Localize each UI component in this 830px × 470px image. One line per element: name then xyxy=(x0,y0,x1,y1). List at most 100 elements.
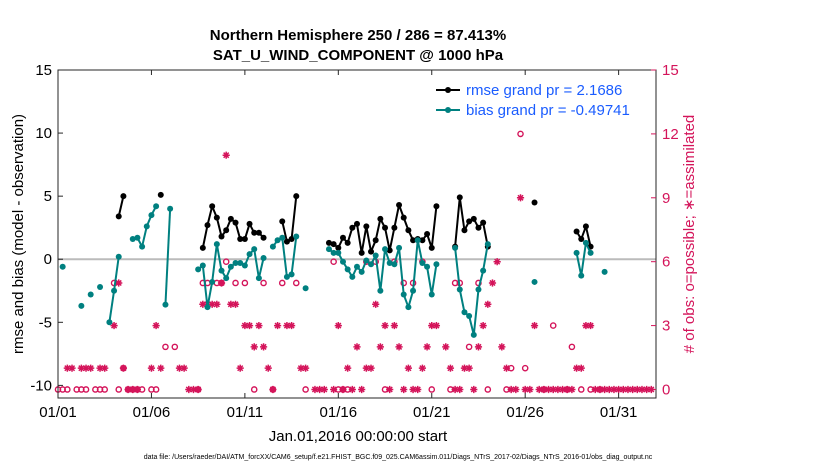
bias-line xyxy=(454,243,489,336)
bias-point xyxy=(372,252,379,259)
obs-assimilated-point xyxy=(629,385,637,394)
rmse-point xyxy=(386,247,393,254)
bias-point xyxy=(354,263,360,270)
obs-assimilated-point xyxy=(591,385,599,394)
obs-possible-point xyxy=(278,279,286,287)
x-tick-label: 01/01 xyxy=(39,404,77,421)
bias-point xyxy=(213,241,220,248)
bias-point xyxy=(279,234,286,241)
data-file-note: data file: /Users/raeder/DAI/ATM_forcXX/… xyxy=(144,454,653,461)
bias-point xyxy=(433,261,440,268)
y2-tick-label: 3 xyxy=(662,318,670,335)
obs-possible-point xyxy=(162,343,169,351)
rmse-point xyxy=(246,220,253,227)
obs-assimilated-point xyxy=(558,385,567,394)
obs-assimilated-point xyxy=(442,343,450,351)
obs-assimilated-point xyxy=(409,385,417,394)
obs-possible-point xyxy=(260,279,267,287)
obs-possible-point xyxy=(232,279,239,287)
bias-point xyxy=(251,246,258,253)
bias-point xyxy=(587,249,594,256)
bias-point xyxy=(428,291,435,298)
obs-assimilated-point xyxy=(217,279,226,287)
x-tick-label: 01/21 xyxy=(413,404,451,421)
bias-point xyxy=(391,261,398,268)
obs-assimilated-point xyxy=(521,385,529,394)
obs-assimilated-point xyxy=(194,385,202,394)
obs-possible-point xyxy=(428,386,436,393)
obs-assimilated-point xyxy=(619,385,627,394)
obs-assimilated-point xyxy=(110,321,118,330)
bias-point xyxy=(302,285,309,292)
obs-assimilated-point xyxy=(250,343,258,351)
rmse-point xyxy=(339,234,346,241)
obs-assimilated-point xyxy=(498,343,506,351)
obs-assimilated-point xyxy=(287,321,296,330)
bias-point xyxy=(344,266,351,273)
obs-possible-point xyxy=(241,279,249,287)
obs-assimilated-point xyxy=(189,385,198,394)
bias-point xyxy=(260,254,267,261)
bias-point xyxy=(335,249,342,256)
obs-assimilated-point xyxy=(199,300,207,308)
obs-assimilated-point xyxy=(283,321,291,330)
rmse-line xyxy=(575,225,592,247)
rmse-point xyxy=(293,193,300,200)
ticks-layer: 01/01 01/06 01/11 01/16 01/21 01/26 01/31 -10 -5… xyxy=(30,62,678,421)
x-tick-label: 01/26 xyxy=(506,404,544,421)
bias-point xyxy=(484,241,491,248)
rmse-point xyxy=(456,194,463,201)
rmse-point xyxy=(288,236,295,243)
rmse-point xyxy=(400,214,407,221)
obs-assimilated-point xyxy=(297,364,305,372)
bias-point xyxy=(349,273,356,280)
obs-assimilated-point xyxy=(418,364,427,372)
obs-assimilated-point xyxy=(643,385,651,394)
bias-point xyxy=(106,319,113,326)
bias-point xyxy=(582,239,589,246)
obs-assimilated-point xyxy=(638,385,646,394)
obs-possible-point xyxy=(152,386,160,393)
bias-point xyxy=(274,237,281,244)
bias-point xyxy=(456,286,463,293)
obs-assimilated-point xyxy=(259,343,268,351)
y-axis-label: rmse and bias (model - observation) xyxy=(10,114,27,354)
rmse-point xyxy=(391,224,398,231)
bias-point xyxy=(325,246,332,253)
obs-assimilated-point xyxy=(353,343,361,351)
obs-assimilated-point xyxy=(334,321,342,330)
bias-point xyxy=(115,253,122,260)
bias-point xyxy=(400,291,407,298)
bias-point xyxy=(339,258,346,265)
obs-assimilated-point xyxy=(516,194,525,202)
obs-assimilated-point xyxy=(493,258,501,266)
bias-point xyxy=(167,205,174,212)
obs-layer xyxy=(54,130,655,394)
obs-assimilated-point xyxy=(96,364,104,372)
obs-possible-point xyxy=(549,322,557,329)
bias-point xyxy=(195,266,202,273)
chart-subtitle: SAT_U_WIND_COMPONENT @ 1000 hPa xyxy=(213,47,504,64)
obs-possible-point xyxy=(465,343,473,351)
y-tick-label: -5 xyxy=(39,314,52,331)
bias-point xyxy=(573,249,580,256)
chart-title: Northern Hemisphere 250 / 286 = 87.413% xyxy=(210,27,506,44)
y2-tick-label: 15 xyxy=(662,62,679,79)
rmse-point xyxy=(260,234,267,241)
series-layer xyxy=(59,191,608,338)
rmse-point xyxy=(330,241,337,248)
obs-assimilated-point xyxy=(152,321,160,330)
obs-assimilated-point xyxy=(372,300,380,308)
rmse-point xyxy=(227,215,234,222)
bias-point xyxy=(358,268,365,275)
obs-assimilated-point xyxy=(502,364,511,372)
rmse-point xyxy=(120,193,127,200)
x-tick-label: 01/06 xyxy=(133,404,171,421)
bias-point xyxy=(59,263,66,270)
legend-rmse-text: rmse grand pr = 2.1686 xyxy=(466,82,622,99)
rmse-point xyxy=(372,237,379,244)
obs-assimilated-point xyxy=(68,364,76,372)
bias-line xyxy=(575,241,592,277)
obs-assimilated-point xyxy=(601,385,609,394)
rmse-point xyxy=(325,239,332,246)
